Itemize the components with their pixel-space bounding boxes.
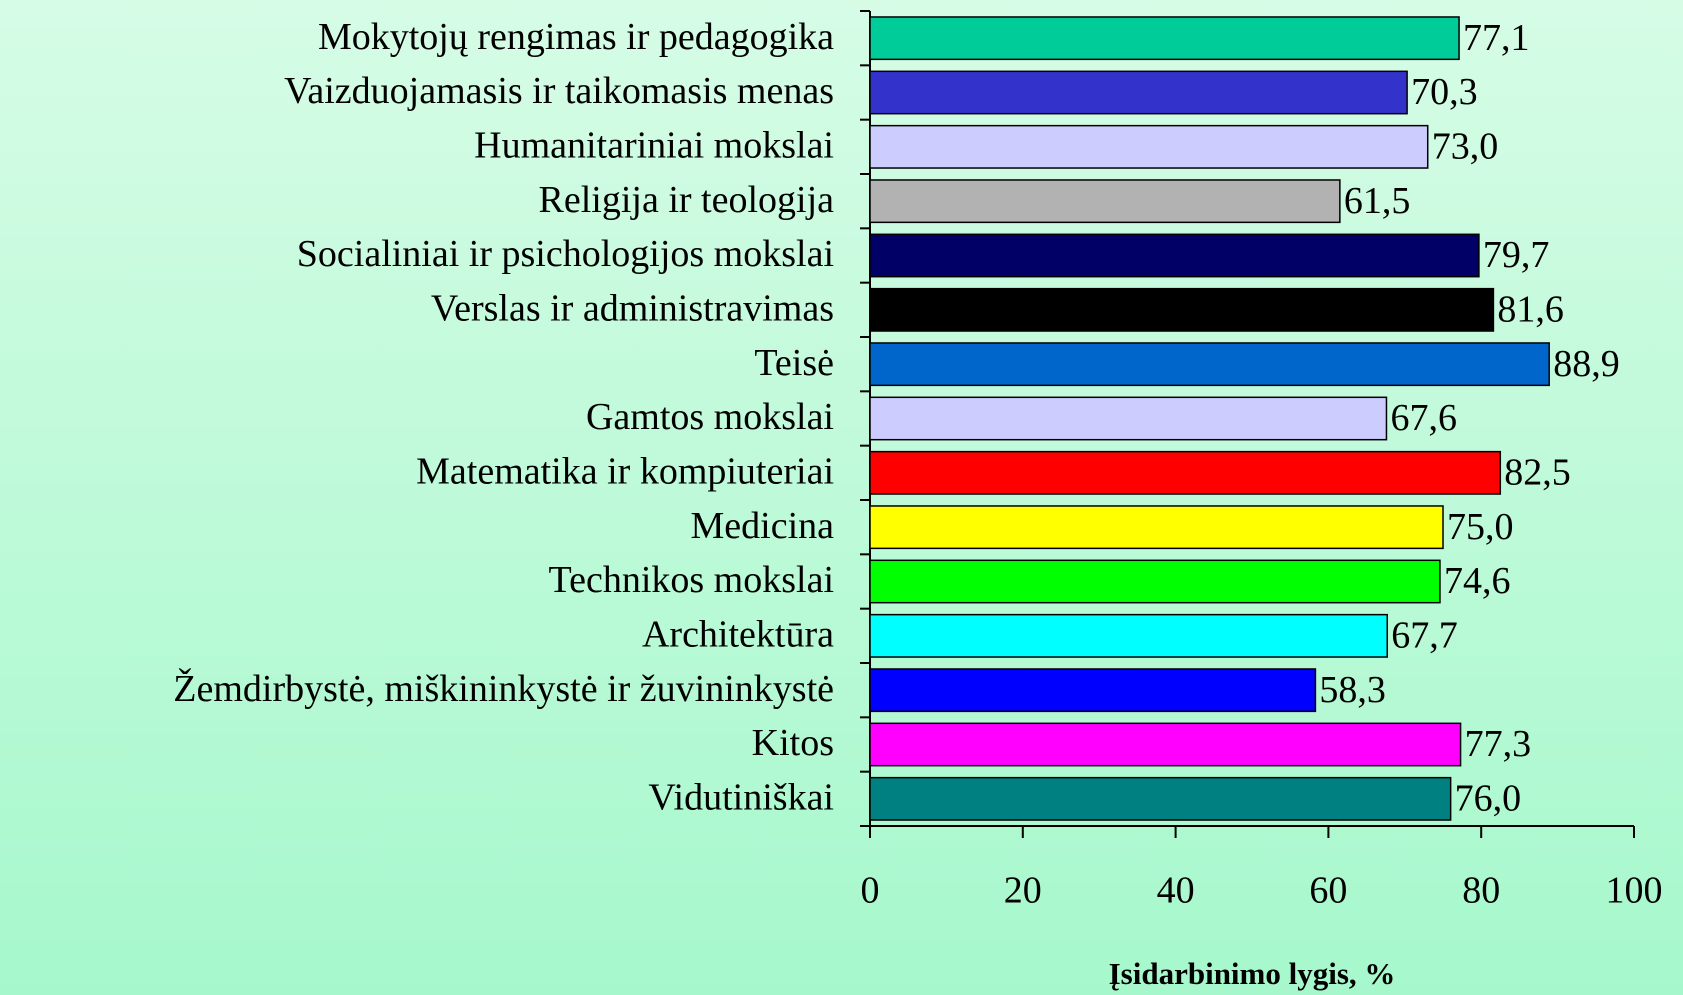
y-tick-label: Humanitariniai mokslai (474, 125, 834, 167)
y-tick-label: Socialiniai ir psichologijos mokslai (297, 233, 834, 275)
value-label: 74,6 (1444, 560, 1511, 602)
bar (869, 179, 1341, 224)
x-tick-label: 100 (1606, 870, 1663, 912)
value-label: 61,5 (1344, 180, 1411, 222)
y-tick-label: Kitos (752, 722, 834, 764)
value-label: 81,6 (1497, 289, 1564, 331)
y-tick-label: Matematika ir kompiuteriai (416, 451, 834, 493)
bar (869, 70, 1408, 115)
value-label: 79,7 (1483, 234, 1550, 276)
bar (869, 287, 1495, 332)
value-label: 70,3 (1411, 71, 1478, 113)
y-tick-label: Gamtos mokslai (586, 396, 834, 438)
y-tick-label: Mokytojų rengimas ir pedagogika (318, 16, 834, 58)
bar (869, 505, 1444, 550)
value-label: 77,1 (1463, 17, 1530, 59)
y-tick-label: Teisė (754, 342, 834, 384)
value-label: 77,3 (1465, 723, 1532, 765)
value-label: 76,0 (1455, 778, 1522, 820)
value-label: 82,5 (1504, 452, 1571, 494)
value-label: 58,3 (1319, 669, 1386, 711)
value-label: 67,7 (1391, 615, 1458, 657)
x-axis-label: Įsidarbinimo lygis, % (1109, 956, 1396, 991)
value-label: 67,6 (1390, 397, 1457, 439)
bar (869, 16, 1460, 61)
x-tick-label: 60 (1309, 870, 1347, 912)
bar (869, 396, 1388, 441)
x-tick-label: 20 (1004, 870, 1042, 912)
bar (869, 722, 1462, 767)
value-label: 75,0 (1447, 506, 1514, 548)
x-tick-label: 40 (1157, 870, 1195, 912)
y-tick-label: Verslas ir administravimas (431, 288, 834, 330)
bar (869, 233, 1480, 278)
value-label: 88,9 (1553, 343, 1620, 385)
bar (869, 668, 1317, 713)
bar (869, 124, 1429, 169)
bar (869, 559, 1441, 604)
y-tick-label: Žemdirbystė, miškininkystė ir žuvininkys… (173, 668, 834, 710)
bar (869, 342, 1550, 387)
value-label: 73,0 (1432, 126, 1499, 168)
y-tick-label: Medicina (690, 505, 834, 547)
bar (869, 450, 1502, 495)
bar (869, 776, 1452, 821)
x-tick-label: 0 (861, 870, 880, 912)
bar (869, 613, 1388, 658)
y-tick-label: Architektūra (642, 614, 834, 656)
y-tick-label: Technikos mokslai (549, 559, 834, 601)
y-tick-label: Vaizduojamasis ir taikomasis menas (284, 70, 834, 112)
y-tick-label: Vidutiniškai (648, 777, 834, 819)
y-tick-label: Religija ir teologija (539, 179, 835, 221)
x-tick-label: 80 (1462, 870, 1500, 912)
